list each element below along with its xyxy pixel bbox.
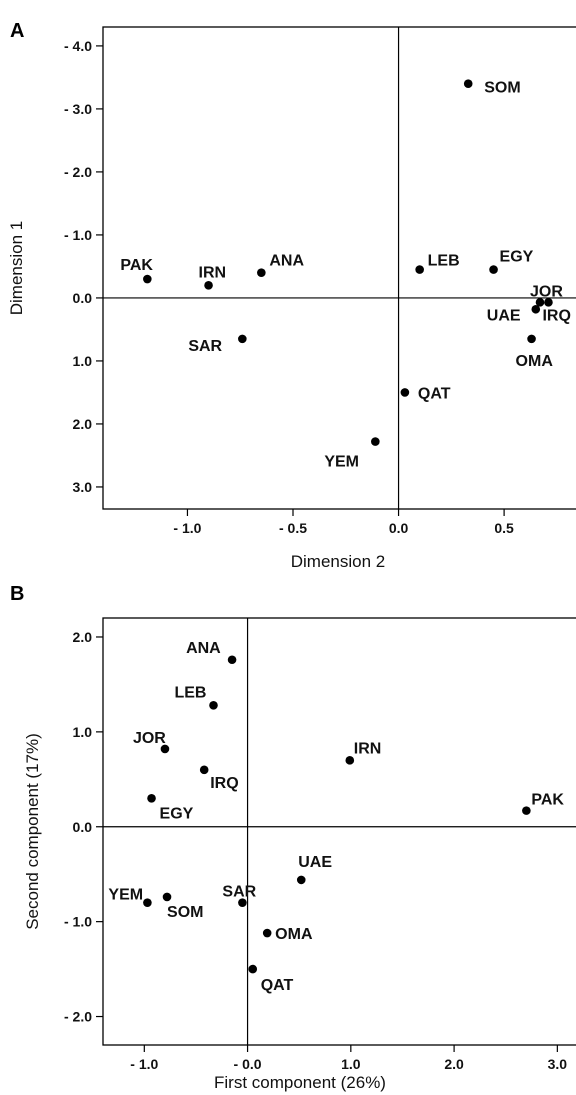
data-point-ana (257, 268, 266, 278)
data-point-uae (296, 875, 306, 885)
point-label-oma: OMA (275, 926, 313, 943)
panel-label: A (10, 20, 24, 42)
y-tick-label: 3.0 (73, 479, 93, 495)
point-label-irn: IRN (199, 264, 227, 281)
y-tick-label: - 4.0 (64, 38, 92, 54)
data-point-som (463, 79, 473, 89)
y-axis-title: Second component (17%) (23, 733, 42, 930)
data-point-oma (527, 334, 536, 344)
data-point-yem (143, 898, 152, 907)
y-tick-label: 0.0 (73, 290, 93, 306)
x-tick-label: - 0.0 (234, 1056, 262, 1072)
point-label-yem: YEM (324, 454, 359, 471)
data-point-som (162, 892, 172, 902)
point-label-sar: SAR (222, 884, 256, 901)
y-tick-label: - 1.0 (64, 914, 92, 930)
x-tick-label: 1.0 (341, 1056, 361, 1072)
point-label-egy: EGY (160, 805, 194, 822)
point-label-jor: JOR (530, 283, 563, 300)
x-tick-label: - 1.0 (173, 520, 201, 536)
point-label-sar: SAR (188, 338, 222, 355)
data-point-irn (204, 281, 213, 290)
plot-frame (102, 617, 576, 1046)
point-label-pak: PAK (120, 257, 153, 274)
x-tick-label: 3.0 (548, 1056, 568, 1072)
data-point-ana (227, 655, 237, 665)
point-label-egy: EGY (500, 249, 534, 266)
data-point-leb (209, 700, 218, 710)
data-point-irq (199, 765, 209, 775)
point-label-oma: OMA (516, 353, 554, 370)
y-tick-label: - 2.0 (64, 164, 92, 180)
point-label-som: SOM (167, 904, 203, 921)
data-point-egy (489, 265, 498, 274)
data-point-jor (535, 298, 545, 307)
x-tick-label: 2.0 (444, 1056, 464, 1072)
y-tick-label: 1.0 (73, 353, 93, 369)
y-tick-label: 1.0 (73, 724, 93, 740)
data-point-jor (160, 744, 170, 754)
data-point-oma (262, 928, 272, 938)
data-point-sar (238, 898, 247, 907)
point-label-qat: QAT (261, 977, 294, 994)
data-point-sar (238, 334, 247, 344)
panel-label: B (10, 583, 24, 605)
point-label-ana: ANA (269, 253, 304, 270)
plot-frame (102, 26, 576, 510)
point-label-irq: IRQ (210, 775, 238, 792)
data-point-pak (143, 274, 152, 284)
y-tick-label: - 1.0 (64, 227, 92, 243)
point-label-som: SOM (484, 80, 520, 97)
data-point-qat (248, 964, 258, 974)
point-label-uae: UAE (487, 307, 521, 324)
data-point-uae (531, 304, 541, 314)
x-axis-title: First component (26%) (214, 1073, 386, 1092)
y-tick-label: - 2.0 (64, 1009, 92, 1025)
data-point-irq (544, 298, 553, 307)
point-label-yem: YEM (108, 887, 143, 904)
point-label-ana: ANA (186, 640, 221, 657)
point-label-uae: UAE (298, 854, 332, 871)
point-label-irn: IRN (354, 740, 382, 757)
point-label-leb: LEB (174, 684, 206, 701)
panel-A: A - 1.0 - 0.5 0.0 0.5 - 4.0 - 3.0 - 2.0 - 1.0 0.0… (7, 20, 576, 571)
point-label-leb: LEB (428, 253, 460, 270)
y-axis-title: Dimension 1 (7, 221, 26, 316)
data-point-yem (371, 437, 380, 446)
panel-B: B - 1.0 - 0.0 1.0 2.0 3.0 2.0 1.0 0.0 - 1.0 - 2.0 F… (10, 583, 576, 1092)
data-point-irn (345, 756, 355, 765)
x-tick-label: 0.5 (494, 520, 514, 536)
data-point-pak (522, 806, 531, 815)
data-point-leb (415, 265, 424, 274)
y-tick-label: - 3.0 (64, 101, 92, 117)
y-tick-label: 2.0 (73, 416, 93, 432)
data-point-qat (400, 388, 410, 397)
data-point-egy (147, 793, 156, 803)
y-tick-label: 2.0 (73, 629, 93, 645)
point-label-qat: QAT (418, 385, 451, 402)
point-label-pak: PAK (531, 792, 564, 809)
x-tick-label: - 0.5 (279, 520, 307, 536)
point-label-irq: IRQ (542, 307, 570, 324)
y-tick-label: 0.0 (73, 819, 93, 835)
x-tick-label: 0.0 (389, 520, 409, 536)
point-label-jor: JOR (133, 730, 166, 747)
x-axis-title: Dimension 2 (291, 552, 386, 571)
x-tick-label: - 1.0 (130, 1056, 158, 1072)
